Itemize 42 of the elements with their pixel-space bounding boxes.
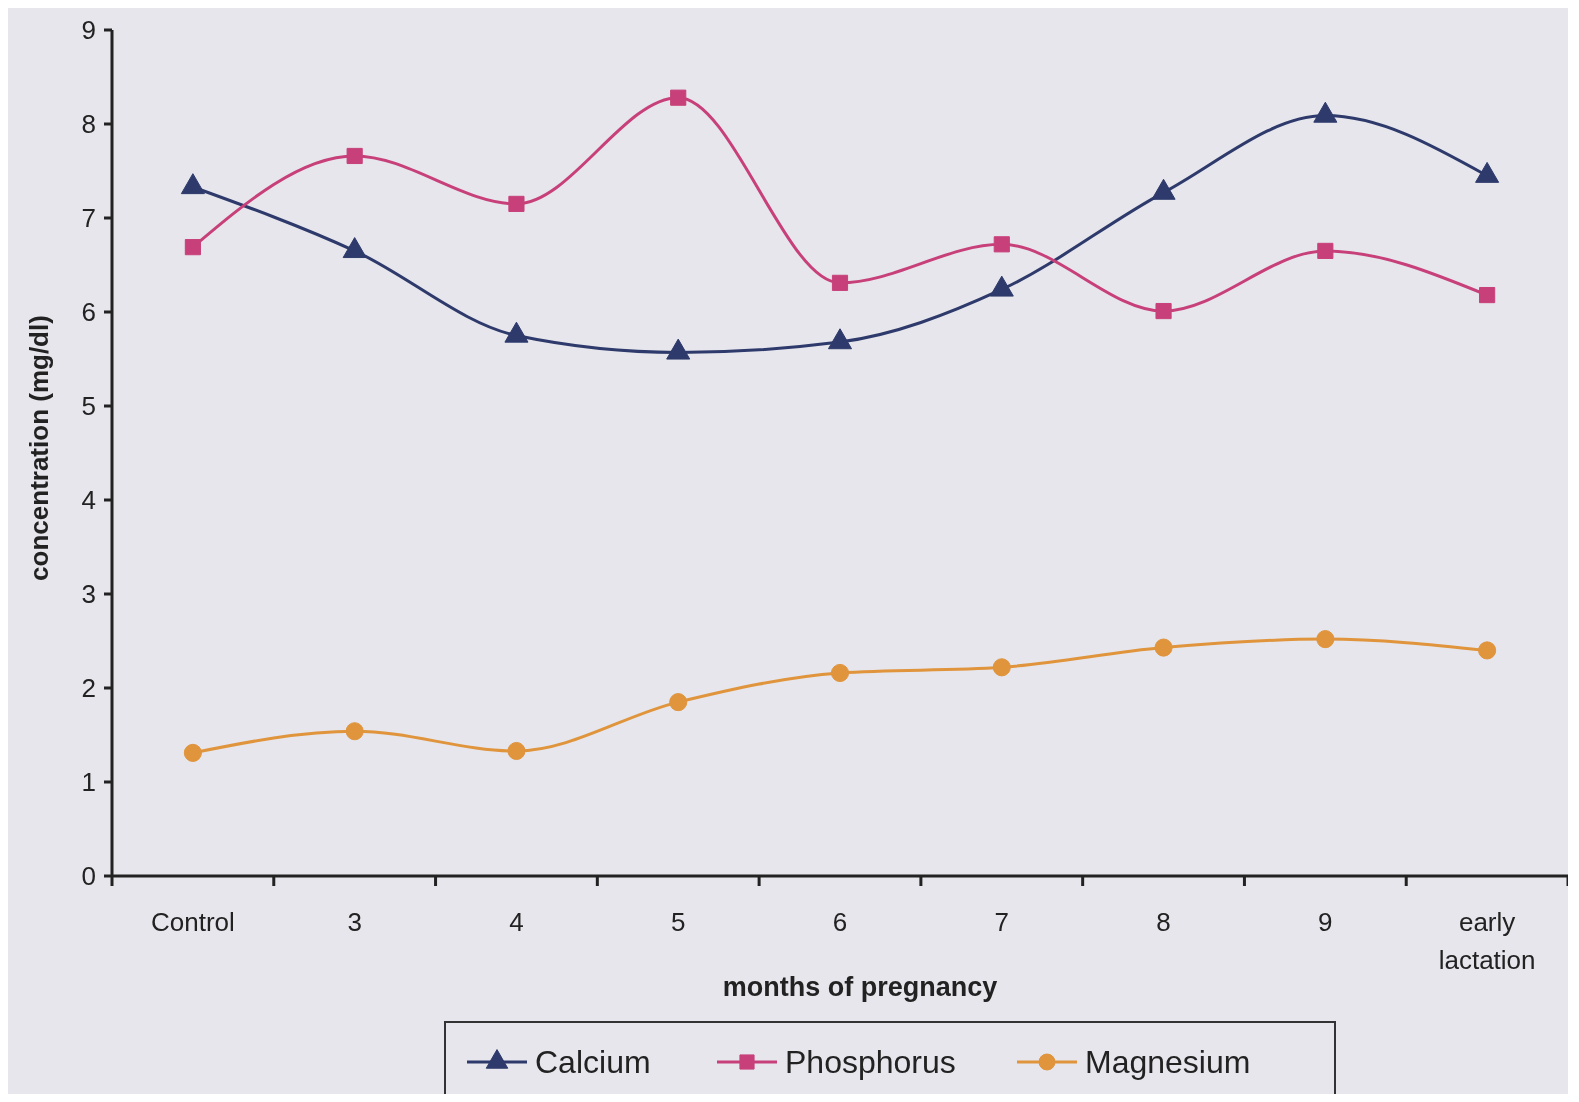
y-axis-title: concentration (mg/dl) xyxy=(24,315,54,581)
y-tick-label: 2 xyxy=(81,673,96,704)
y-tick-label: 0 xyxy=(81,861,96,892)
x-tick-label: 8 xyxy=(1156,907,1171,937)
point xyxy=(184,239,201,256)
point xyxy=(993,236,1010,253)
point xyxy=(831,274,849,291)
x-tick-label: early lactation xyxy=(1438,907,1536,975)
y-tick-label: 1 xyxy=(81,767,96,798)
point xyxy=(1316,630,1335,649)
point xyxy=(669,693,688,712)
x-tick-label: 4 xyxy=(509,907,524,937)
point xyxy=(183,743,202,762)
legend-label: Phosphorus xyxy=(785,1044,956,1081)
point xyxy=(1154,638,1173,657)
point xyxy=(1479,287,1496,304)
point xyxy=(670,89,687,106)
y-tick-label: 8 xyxy=(81,109,96,140)
x-tick-label: 6 xyxy=(832,907,848,937)
point xyxy=(507,741,526,761)
x-tick-label: 3 xyxy=(347,907,362,937)
point xyxy=(830,663,850,682)
point xyxy=(1317,242,1334,259)
y-tick-label: 6 xyxy=(81,297,96,328)
point xyxy=(508,195,525,212)
point xyxy=(1155,302,1172,320)
y-tick-label: 4 xyxy=(81,485,96,516)
legend-label: Calcium xyxy=(535,1044,651,1081)
x-axis-title: months of pregnancy xyxy=(722,972,998,1002)
x-tick-label: Control xyxy=(150,907,235,937)
point xyxy=(346,147,363,165)
y-tick-label: 9 xyxy=(81,15,96,46)
x-tick-label: 9 xyxy=(1318,907,1333,937)
y-tick-label: 5 xyxy=(81,391,96,422)
y-tick-label: 3 xyxy=(81,579,96,610)
y-tick-label: 7 xyxy=(81,203,96,234)
point xyxy=(345,722,364,741)
x-tick-label: 5 xyxy=(670,907,686,937)
point xyxy=(992,658,1011,677)
legend-label: Magnesium xyxy=(1085,1044,1251,1081)
point xyxy=(1478,641,1497,660)
x-tick-label: 7 xyxy=(994,907,1010,937)
